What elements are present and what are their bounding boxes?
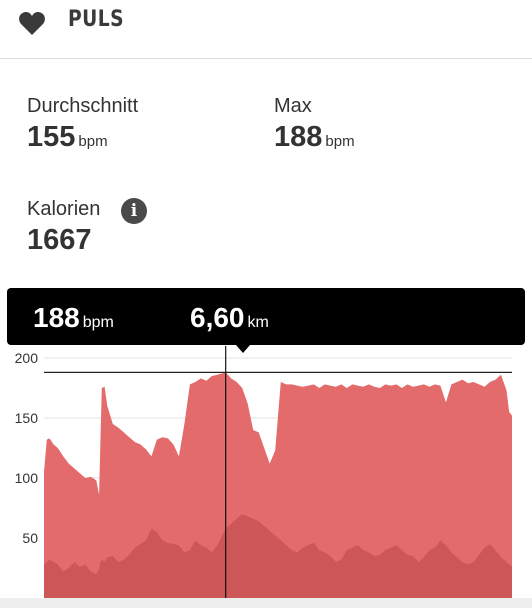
calories-stat: Kalorien 1667	[27, 198, 100, 257]
average-number: 155	[27, 121, 76, 153]
page-header: PULS	[0, 0, 532, 59]
y-tick-label: 200	[15, 350, 39, 366]
secondary-area	[44, 514, 512, 598]
average-value: 155 bpm	[27, 121, 138, 154]
tooltip-bpm-value: 188	[33, 302, 80, 333]
info-icon[interactable]: i	[121, 198, 147, 224]
heart-rate-chart[interactable]: 50 100 150 200	[0, 340, 532, 600]
calories-label: Kalorien	[27, 198, 101, 220]
average-label: Durchschnitt	[27, 95, 139, 117]
average-unit: bpm	[78, 133, 108, 150]
tooltip-distance: 6,60 km	[190, 302, 269, 334]
average-stat: Durchschnitt 155 bpm	[27, 95, 138, 154]
heart-icon	[19, 12, 45, 36]
calories-value: 1667	[27, 224, 92, 256]
tooltip-bpm: 188 bpm	[33, 302, 114, 334]
max-number: 188	[274, 121, 323, 153]
max-label: Max	[274, 95, 312, 117]
tooltip-distance-value: 6,60	[190, 302, 245, 333]
tooltip-caret	[236, 345, 250, 353]
y-tick-label: 100	[15, 470, 39, 486]
tooltip-bpm-unit: bpm	[82, 314, 114, 331]
tooltip-distance-unit: km	[247, 314, 269, 331]
y-tick-label: 150	[15, 410, 39, 426]
max-unit: bpm	[325, 133, 355, 150]
chart-tooltip: 188 bpm 6,60 km	[7, 288, 525, 345]
footer-bar	[0, 598, 532, 608]
max-stat: Max 188 bpm	[274, 95, 355, 154]
y-tick-label: 50	[22, 530, 38, 546]
page-title: PULS	[68, 7, 124, 32]
max-value: 188 bpm	[274, 121, 355, 154]
